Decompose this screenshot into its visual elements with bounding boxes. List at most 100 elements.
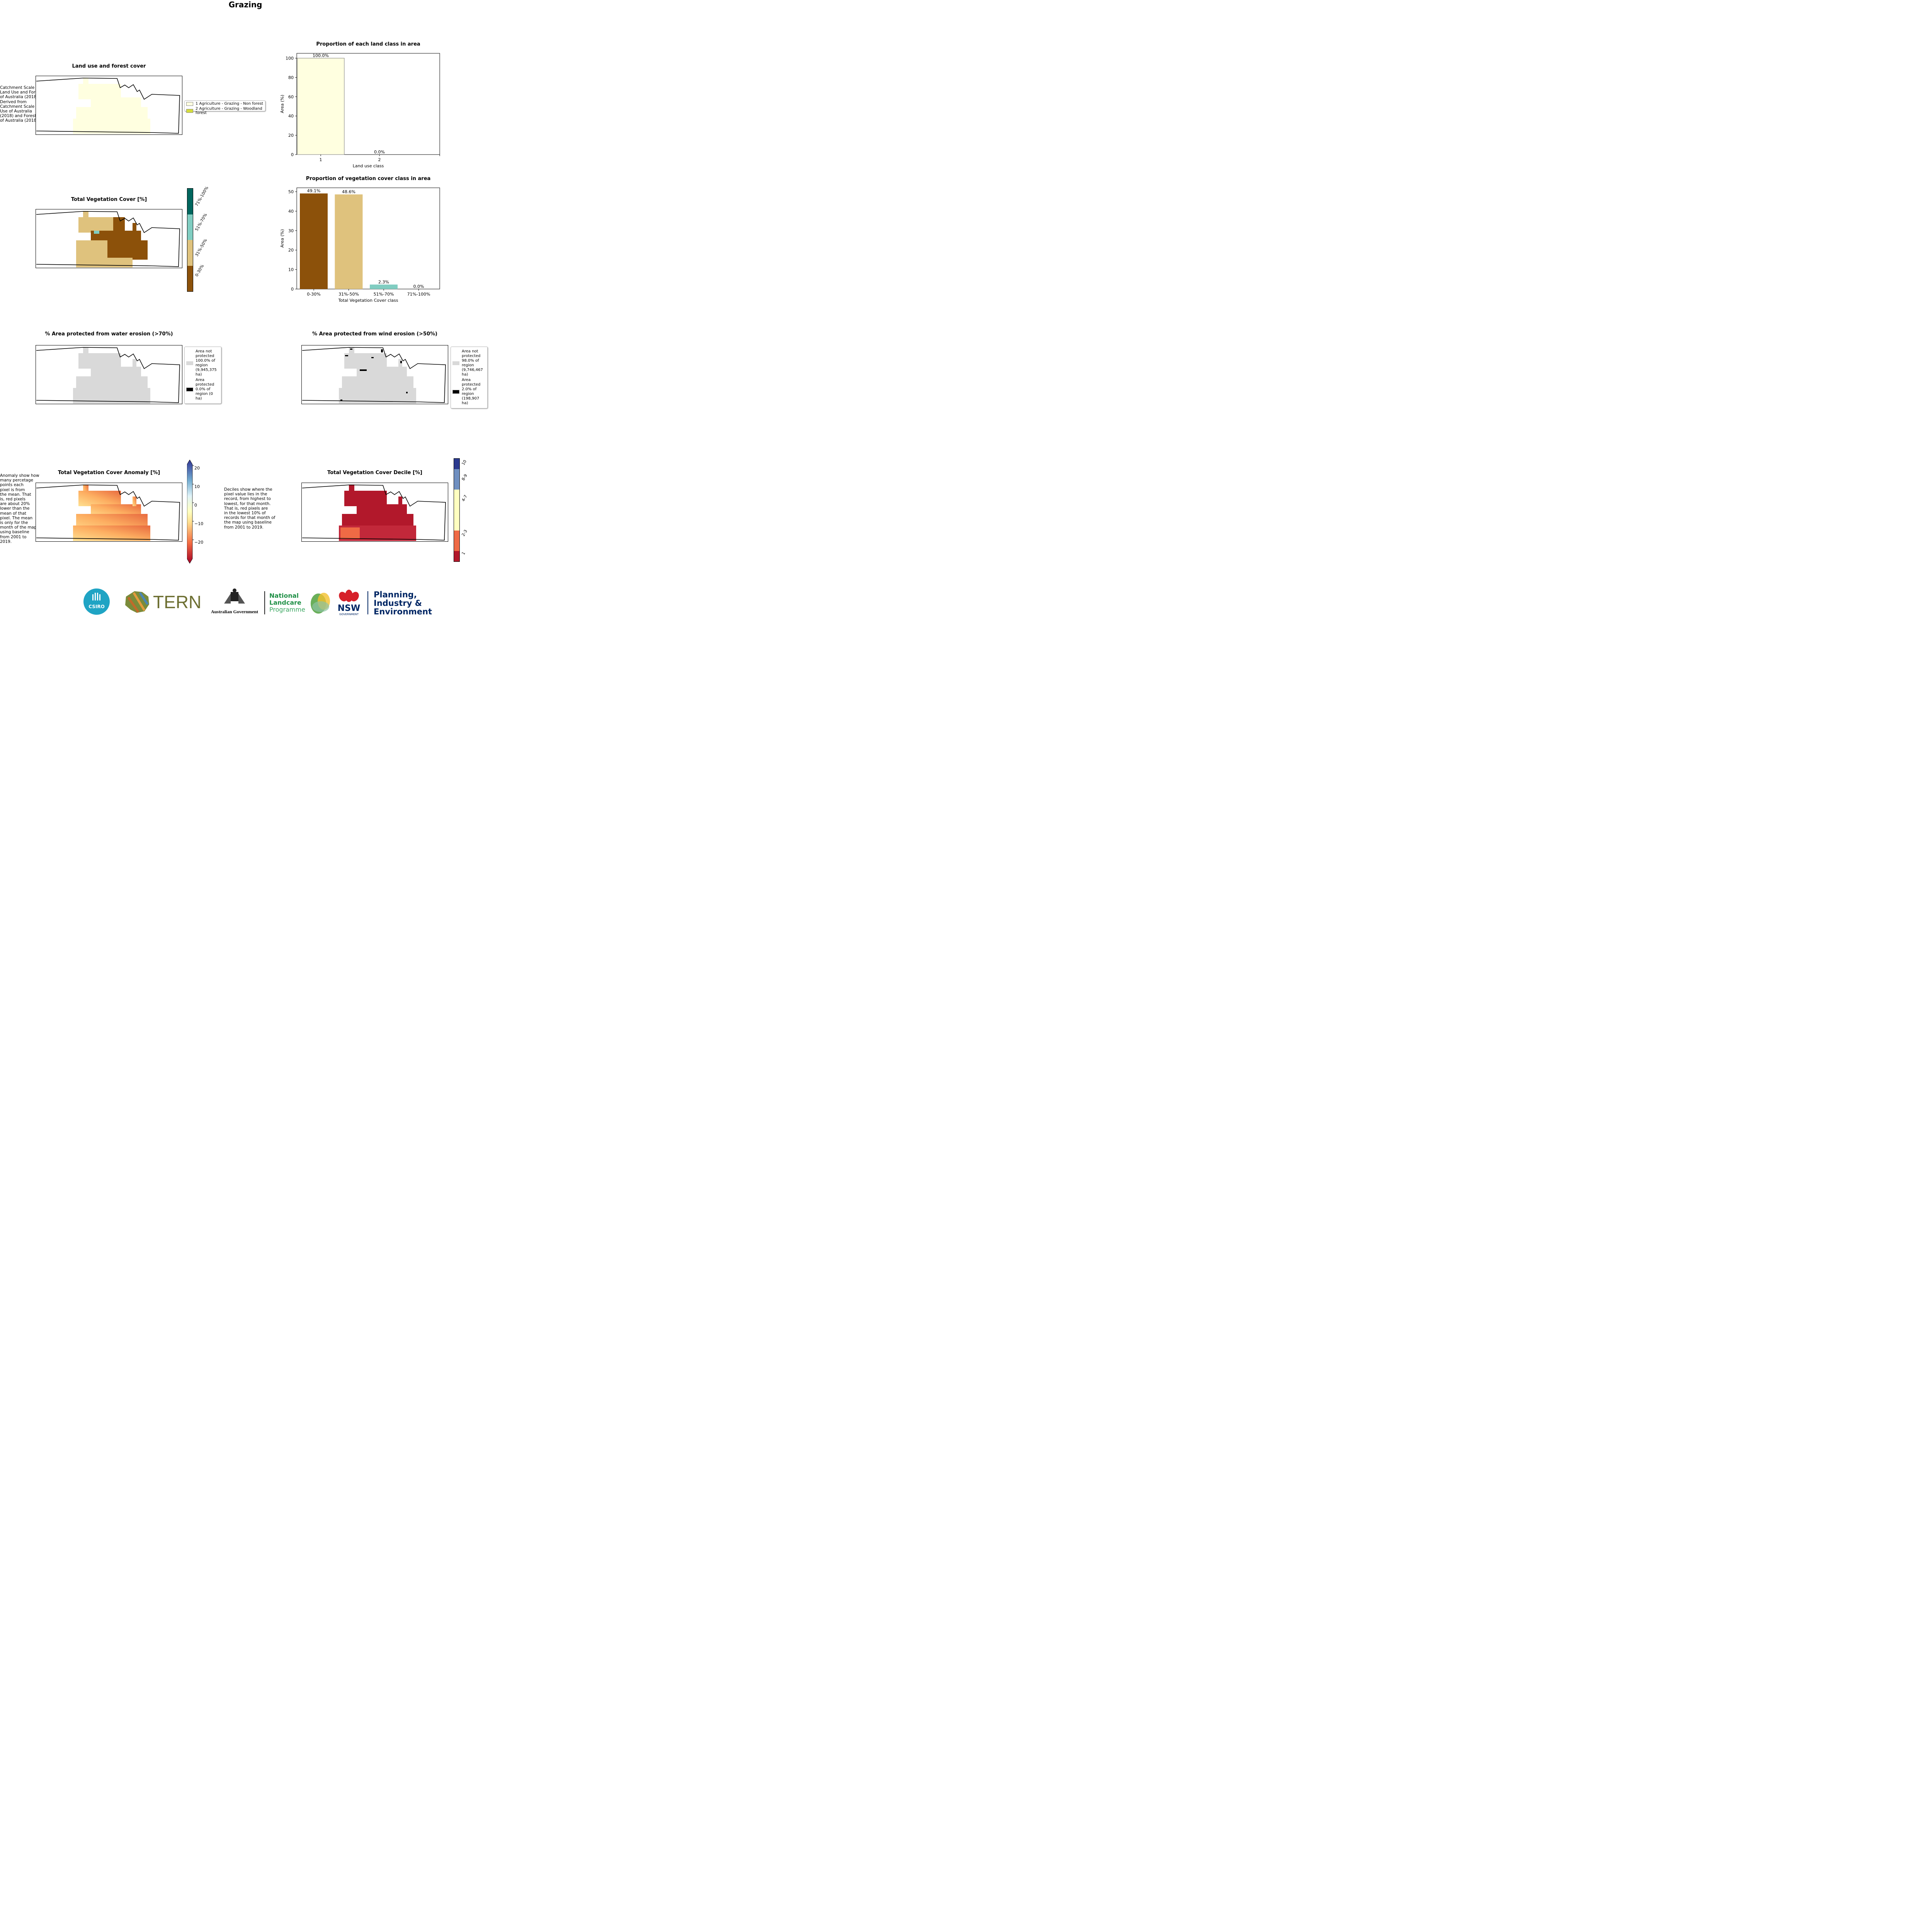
x-tick-label: 2 — [378, 157, 381, 162]
colorbar-tick-label: 51%-70% — [194, 213, 208, 232]
colorbar-segment — [187, 214, 193, 240]
anomaly-note: Anomaly show how many percetage points e… — [0, 473, 39, 544]
water-erosion-legend: Area not protected 100.0% of region (9,9… — [184, 347, 221, 404]
waratah-icon — [339, 590, 359, 602]
y-tick-label: 0 — [291, 152, 294, 157]
bar-value-label: 48.6% — [342, 189, 355, 194]
landuse-map-title: Land use and forest cover — [72, 63, 146, 69]
x-axis-label: Total Vegetation Cover class — [338, 298, 398, 303]
colorbar-segment — [454, 459, 459, 469]
wind-erosion-map-title: % Area protected from wind erosion (>50%… — [312, 331, 437, 337]
veg-cover-map-svg — [36, 211, 180, 267]
chart-title: Proportion of vegetation cover class in … — [306, 176, 431, 182]
anomaly-colorbar — [187, 460, 194, 564]
x-tick-label: 71%-100% — [407, 292, 430, 297]
tern-australia-icon — [125, 591, 149, 613]
landuse-map-boundary — [36, 78, 180, 134]
csiro-logo-icon: CSIRO — [83, 588, 110, 615]
veg-cover-map — [36, 209, 182, 268]
colorbar-tick-label: 4-7 — [461, 494, 468, 502]
veg-cover-bar-chart: Proportion of vegetation cover class in … — [280, 176, 440, 303]
colorbar-gradient — [187, 460, 193, 564]
anomaly-map-boundary — [36, 485, 180, 541]
water-erosion-legend-item: Area protected 0.0% of region (0 ha) — [186, 378, 219, 401]
colorbar-segment — [187, 265, 193, 291]
decile-map-boundary — [302, 485, 446, 541]
logo-landcare: National Landcare Programme — [269, 591, 334, 614]
y-tick-label: 100 — [286, 56, 294, 61]
veg-cover-map-title: Total Vegetation Cover [%] — [71, 197, 147, 202]
colorbar-tick-label: 1 — [461, 551, 466, 556]
bar-value-label: 2.3% — [378, 279, 389, 284]
colorbar-tick-label: 10 — [461, 459, 468, 466]
landcare-text-3: Programme — [269, 606, 305, 613]
colorbar-tick-label: 8-9 — [461, 473, 468, 481]
bar-value-label: 100.0% — [313, 53, 329, 58]
planning-text-2: Industry & — [374, 599, 422, 608]
landuse-map — [36, 76, 182, 135]
wind-erosion-protected-pixels — [340, 349, 408, 401]
legend-label: Area protected 2.0% of region (198,907 h… — [462, 378, 481, 405]
veg-cover-colorbar — [187, 188, 193, 292]
y-tick-label: 20 — [288, 133, 294, 138]
bar-value-label: 49.1% — [307, 189, 321, 194]
colorbar-tick-label: 71%-100% — [194, 185, 209, 207]
wind-erosion-map — [301, 345, 448, 404]
colorbar-tick-label: 0-30% — [194, 264, 205, 277]
legend-swatch — [452, 390, 459, 394]
landuse-source-note: Catchment Scale Land Use and Forests of … — [0, 85, 46, 123]
coat-of-arms-icon — [224, 588, 245, 604]
y-tick-label: 40 — [288, 114, 294, 119]
decile-map-area — [339, 485, 416, 541]
colorbar-tick-label: −10 — [194, 521, 204, 526]
colorbar-tick-label: 0 — [194, 503, 197, 508]
legend-swatch — [186, 102, 193, 106]
logo-divider — [367, 591, 368, 614]
legend-swatch — [452, 361, 459, 365]
logo-divider — [264, 591, 265, 614]
colorbar-segment — [187, 240, 193, 266]
colorbar-tick-label: 31%-50% — [194, 238, 208, 257]
legend-label: Area not protected 100.0% of region (9,9… — [196, 349, 217, 377]
land-class-bar-chart: Proportion of each land class in area020… — [280, 41, 440, 168]
y-axis-label: Area (%) — [280, 95, 285, 113]
y-axis-label: Area (%) — [280, 229, 285, 248]
logo-planning: Planning, Industry & Environment — [374, 590, 432, 616]
colorbar-segment — [454, 489, 459, 531]
x-tick-label: 51%-70% — [374, 292, 394, 297]
anomaly-map-svg — [36, 485, 180, 541]
wind-erosion-legend: Area not protected 98.0% of region (9,74… — [451, 347, 488, 408]
planning-text-1: Planning, — [374, 590, 417, 599]
water-erosion-map-boundary — [36, 347, 180, 403]
colorbar-tick-label: 20 — [194, 466, 200, 471]
x-tick-label: 1 — [320, 157, 322, 162]
decile-map-svg — [302, 485, 446, 541]
decile-note: Deciles show where the pixel value lies … — [224, 487, 276, 530]
chart-title: Proportion of each land class in area — [316, 41, 420, 47]
bar — [335, 194, 363, 289]
x-axis-label: Land use class — [353, 163, 384, 168]
page-title: Grazing — [228, 0, 262, 9]
csiro-logo-text: CSIRO — [88, 604, 105, 609]
bar-value-label: 0.0% — [374, 150, 385, 155]
water-erosion-legend-item: Area not protected 100.0% of region (9,9… — [186, 349, 219, 377]
logo-csiro: CSIRO — [83, 588, 110, 617]
legend-swatch — [186, 109, 193, 113]
water-erosion-map-title: % Area protected from water erosion (>70… — [45, 331, 173, 337]
water-erosion-map-area — [73, 347, 150, 403]
water-erosion-map — [36, 345, 182, 404]
veg-cover-map-boundary — [36, 211, 180, 267]
y-tick-label: 0 — [291, 287, 294, 292]
wind-erosion-legend-item: Area protected 2.0% of region (198,907 h… — [452, 378, 486, 406]
legend-swatch — [186, 361, 193, 365]
landcare-text-2: Landcare — [269, 599, 301, 606]
water-erosion-map-svg — [36, 347, 180, 403]
legend-label: 1 Agriculture - Grazing - Non forest — [196, 102, 264, 106]
planning-text-3: Environment — [374, 607, 432, 616]
colorbar-tick-label: 10 — [194, 484, 200, 489]
nsw-gov-text: GOVERNMENT — [339, 613, 359, 616]
logo-australian-government: Australian Government — [207, 588, 262, 615]
wind-erosion-map-svg — [302, 347, 446, 403]
y-tick-label: 30 — [288, 228, 294, 233]
colorbar-segment — [454, 551, 459, 561]
